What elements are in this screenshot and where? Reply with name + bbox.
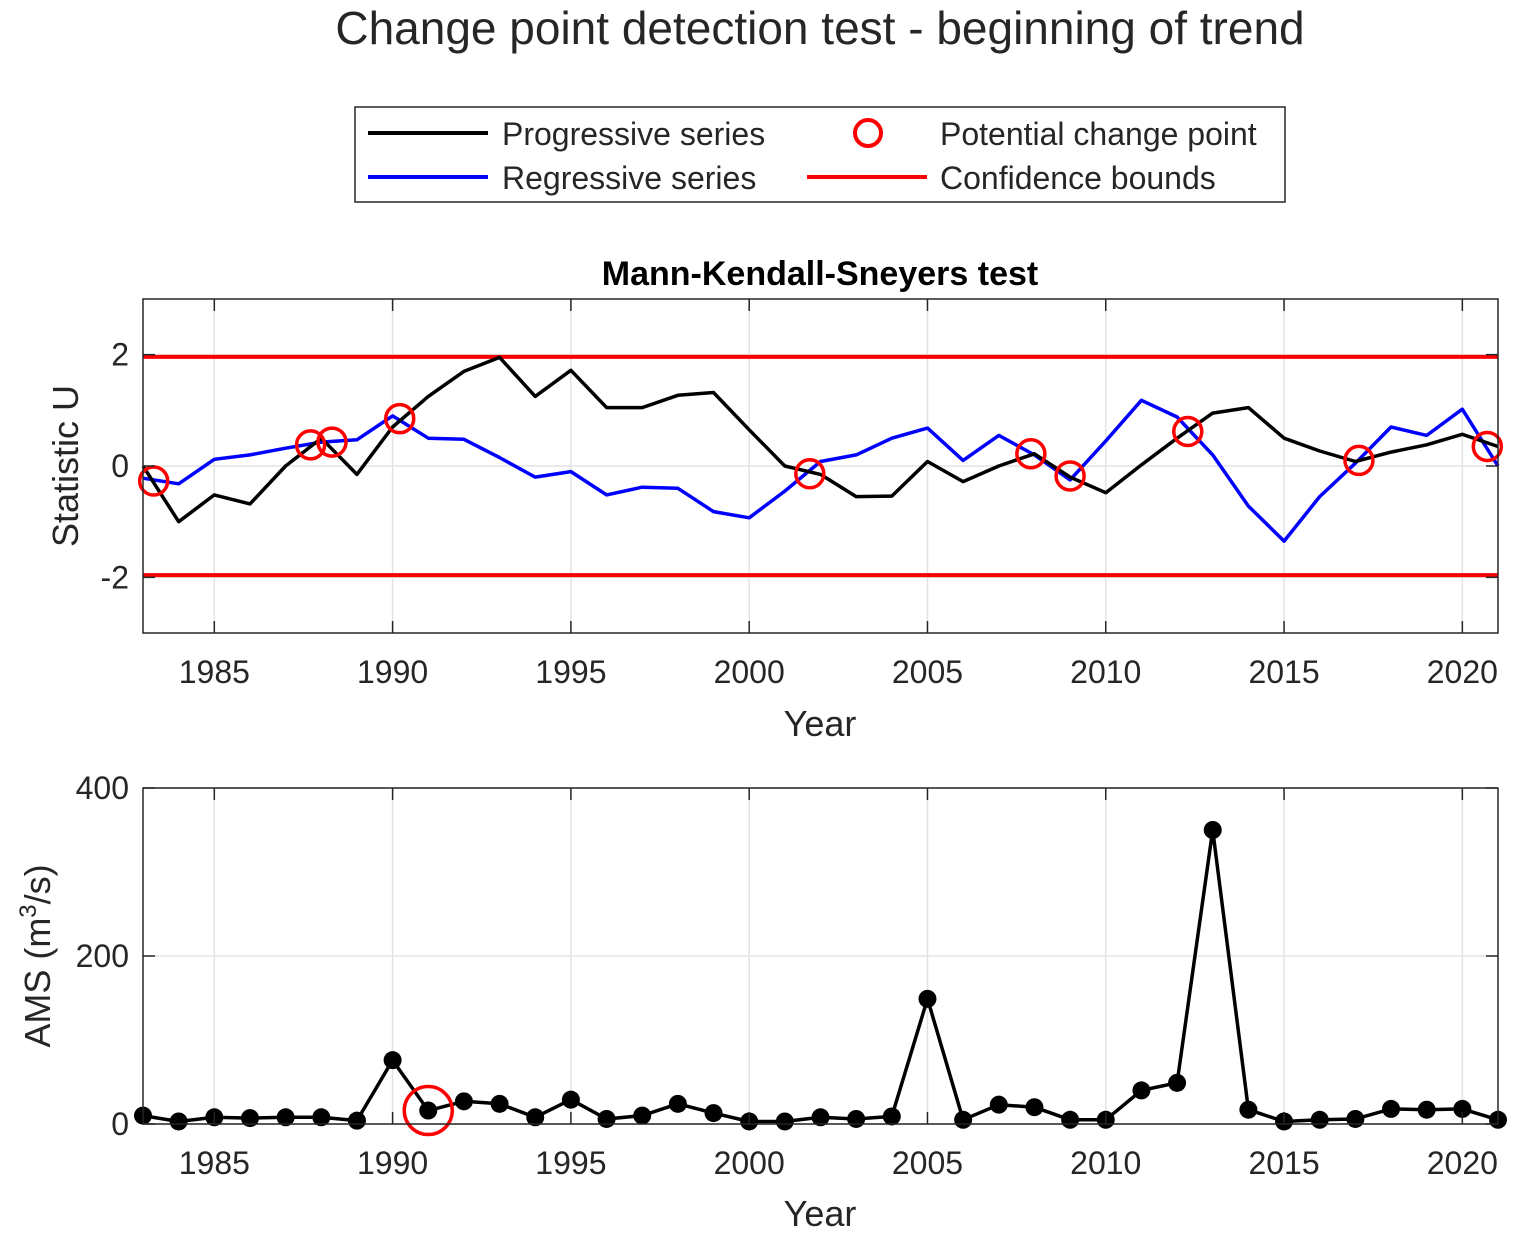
mks-change-points xyxy=(137,402,1504,497)
mks-y-tick-label: -2 xyxy=(101,559,129,595)
ams-x-tick-label: 2010 xyxy=(1070,1145,1141,1181)
ams-data-point xyxy=(526,1108,545,1127)
legend-swatch-change-point xyxy=(853,118,883,148)
legend-entry-regressive: Regressive series xyxy=(368,160,756,196)
legend-entry-progressive: Progressive series xyxy=(368,116,765,152)
mks-x-tick-label: 2020 xyxy=(1427,654,1498,690)
ams-data-point xyxy=(419,1101,438,1120)
ams-data-point xyxy=(1346,1109,1365,1128)
ams-data-point xyxy=(169,1112,188,1131)
legend-entry-confidence: Confidence bounds xyxy=(807,160,1216,196)
ams-data-point xyxy=(1453,1099,1472,1118)
ams-data-point xyxy=(775,1112,794,1131)
ams-data-point xyxy=(918,989,937,1008)
mks-x-tick-label: 1985 xyxy=(179,654,250,690)
mks-x-tick-label: 1995 xyxy=(535,654,606,690)
change-point-marker xyxy=(1054,460,1086,492)
mks-test-plot: Mann-Kendall-Sneyers test 1985 1990 1995 20… xyxy=(45,255,1504,744)
mks-y-axis-label: Statistic U xyxy=(45,385,86,547)
mks-x-tick-label: 2010 xyxy=(1070,654,1141,690)
ams-data-point xyxy=(1132,1081,1151,1100)
legend-label-confidence: Confidence bounds xyxy=(940,160,1216,196)
ams-x-tick-label: 2015 xyxy=(1248,1145,1319,1181)
change-point-marker xyxy=(294,429,327,461)
legend-label-change-point: Potential change point xyxy=(940,116,1257,152)
mks-x-axis-label: Year xyxy=(784,703,857,744)
ams-data-point xyxy=(847,1109,866,1128)
mks-x-tick-label: 1990 xyxy=(357,654,428,690)
ams-data-point xyxy=(668,1094,687,1113)
progressive-series-line xyxy=(141,355,1499,524)
ams-data-point xyxy=(704,1104,723,1123)
ams-data-point xyxy=(490,1094,509,1113)
ams-x-tick-label: 2005 xyxy=(892,1145,963,1181)
ams-data-point xyxy=(347,1111,366,1130)
change-point-marker xyxy=(1015,438,1047,470)
ams-y-axis-label-suffix: /s) xyxy=(17,864,58,904)
ams-data-point xyxy=(312,1108,331,1127)
ams-x-tick-label: 1995 xyxy=(535,1145,606,1181)
ams-data-point xyxy=(1417,1100,1436,1119)
mks-grid xyxy=(143,299,1498,633)
mks-x-tick-label: 2015 xyxy=(1248,654,1319,690)
ams-data-point xyxy=(597,1109,616,1128)
change-point-marker xyxy=(316,426,348,458)
change-point-marker xyxy=(794,458,826,490)
change-point-marker xyxy=(383,402,416,435)
ams-data-point xyxy=(1382,1099,1401,1118)
mks-x-tick-label: 2005 xyxy=(892,654,963,690)
mks-plot-title: Mann-Kendall-Sneyers test xyxy=(602,255,1038,293)
ams-y-tick-label: 0 xyxy=(111,1106,129,1142)
ams-y-axis-label-sup: 3 xyxy=(15,904,42,917)
ams-data-point xyxy=(561,1090,580,1109)
ams-ticks: 1985 1990 1995 2000 2005 2010 2015 2020 0 200 400 xyxy=(76,770,1498,1181)
ams-x-tick-label: 1990 xyxy=(357,1145,428,1181)
legend-label-progressive: Progressive series xyxy=(502,116,765,152)
ams-y-axis-label-main: AMS (m xyxy=(17,918,58,1048)
figure-title: Change point detection test - beginning … xyxy=(335,2,1304,54)
ams-data-point xyxy=(954,1110,973,1129)
change-point-marker xyxy=(1343,444,1375,477)
ams-data-point xyxy=(1310,1110,1329,1129)
ams-x-tick-label: 2000 xyxy=(714,1145,785,1181)
ams-x-axis-label: Year xyxy=(784,1193,857,1234)
legend-label-regressive: Regressive series xyxy=(502,160,756,196)
mks-lines xyxy=(141,354,1500,578)
ams-x-tick-label: 2020 xyxy=(1427,1145,1498,1181)
ams-y-tick-label: 400 xyxy=(76,770,129,806)
mks-ticks: 1985 1990 1995 2000 2005 2010 2015 2020 -2 0 2 xyxy=(101,299,1498,690)
change-point-marker xyxy=(1471,430,1504,463)
legend: Progressive series Regressive series Pot… xyxy=(354,106,1286,203)
ams-y-tick-label: 200 xyxy=(76,938,129,974)
ams-x-tick-label: 1985 xyxy=(179,1145,250,1181)
ams-data-point xyxy=(633,1106,652,1125)
mks-y-tick-label: 0 xyxy=(111,448,129,484)
ams-y-axis-label: AMS (m3/s) xyxy=(15,864,58,1047)
ams-data-point xyxy=(454,1092,473,1111)
change-point-marker xyxy=(137,465,170,497)
ams-plot: 1985 1990 1995 2000 2005 2010 2015 20200200400 … xyxy=(15,770,1507,1234)
change-point-marker xyxy=(402,1084,455,1137)
ams-data-point xyxy=(1025,1098,1044,1117)
ams-data-point xyxy=(989,1095,1008,1114)
ams-data-point xyxy=(1203,821,1222,839)
regressive-series-line xyxy=(142,398,1500,543)
ams-data-point xyxy=(1239,1100,1258,1119)
ams-data-point xyxy=(383,1051,402,1070)
ams-data-point xyxy=(1168,1073,1187,1092)
mks-y-tick-label: 2 xyxy=(111,337,129,373)
ams-data-point xyxy=(811,1108,830,1127)
ams-data-point xyxy=(882,1107,901,1126)
change-point-marker xyxy=(1172,415,1204,448)
legend-entry-change-point: Potential change point xyxy=(853,116,1257,152)
mks-x-tick-label: 2000 xyxy=(714,654,785,690)
ams-data-point xyxy=(276,1108,295,1127)
legend-box xyxy=(354,106,1286,203)
ams-data-point xyxy=(1061,1110,1080,1129)
ams-data-point xyxy=(240,1109,259,1128)
